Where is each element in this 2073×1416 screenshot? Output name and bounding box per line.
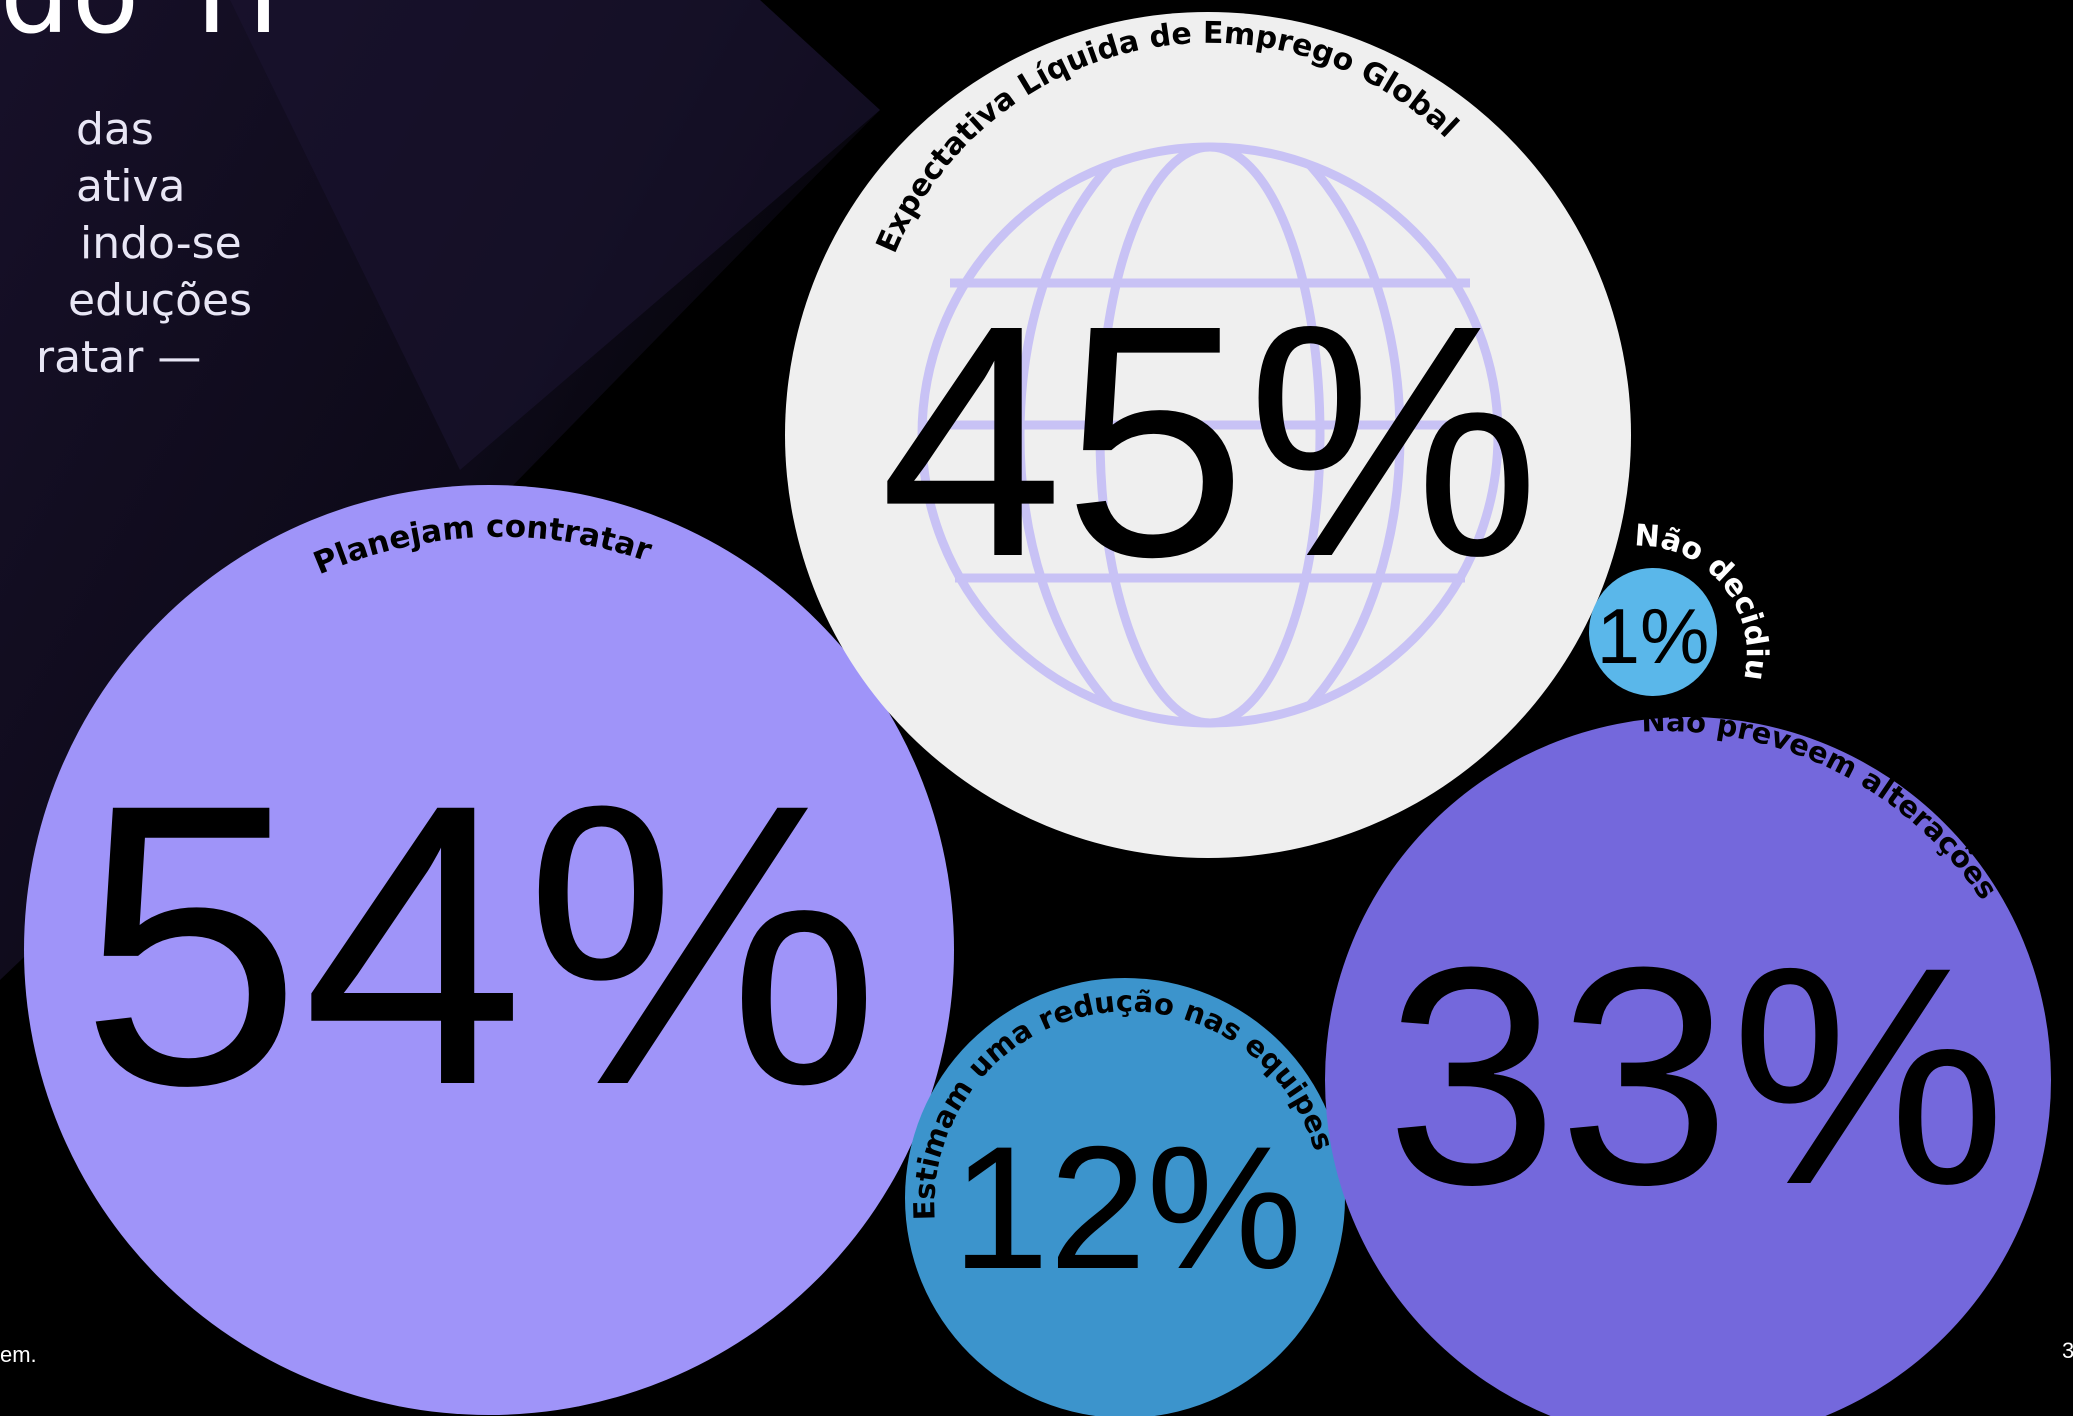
bubble-estimam-circle bbox=[905, 978, 1345, 1416]
bubble-nao-decidiu-value: 1% bbox=[1597, 592, 1710, 680]
partial-text-line-1: das bbox=[76, 104, 154, 155]
partial-text-line-5: ratar — bbox=[36, 332, 202, 383]
bubble-nao-decidiu-circle bbox=[1589, 568, 1717, 696]
bubble-planejam-value: 54% bbox=[80, 721, 881, 1168]
bubble-nao-preveem: Não preveem alterações 33% bbox=[1325, 704, 2051, 1416]
partial-text-line-2: ativa bbox=[76, 161, 186, 212]
bubble-expectativa: Expectativa Líquida de Emprego Global 45… bbox=[785, 12, 1631, 858]
bubble-nao-preveem-value: 33% bbox=[1386, 902, 2006, 1249]
bubble-estimam-value: 12% bbox=[952, 1111, 1302, 1306]
background-chevron bbox=[230, 0, 880, 470]
bubble-planejam-circle bbox=[24, 485, 954, 1415]
bubble-expectativa-value: 45% bbox=[880, 256, 1540, 625]
bubble-estimam: Estimam uma redução nas equipes 12% bbox=[905, 978, 1345, 1416]
page-number: 3 bbox=[2062, 1338, 2073, 1363]
bubble-expectativa-circle bbox=[785, 12, 1631, 858]
partial-text-line-3: indo-se bbox=[80, 218, 242, 269]
bubble-nao-decidiu: Não decidiu 1% bbox=[1589, 518, 1774, 696]
partial-title: do TI bbox=[0, 0, 282, 58]
partial-text-line-4: eduções bbox=[68, 275, 252, 326]
bubble-planejam: Planejam contratar 54% bbox=[24, 485, 954, 1415]
globe-icon bbox=[917, 142, 1503, 728]
bubble-nao-preveem-circle bbox=[1325, 717, 2051, 1416]
footnote: em. bbox=[0, 1342, 37, 1367]
